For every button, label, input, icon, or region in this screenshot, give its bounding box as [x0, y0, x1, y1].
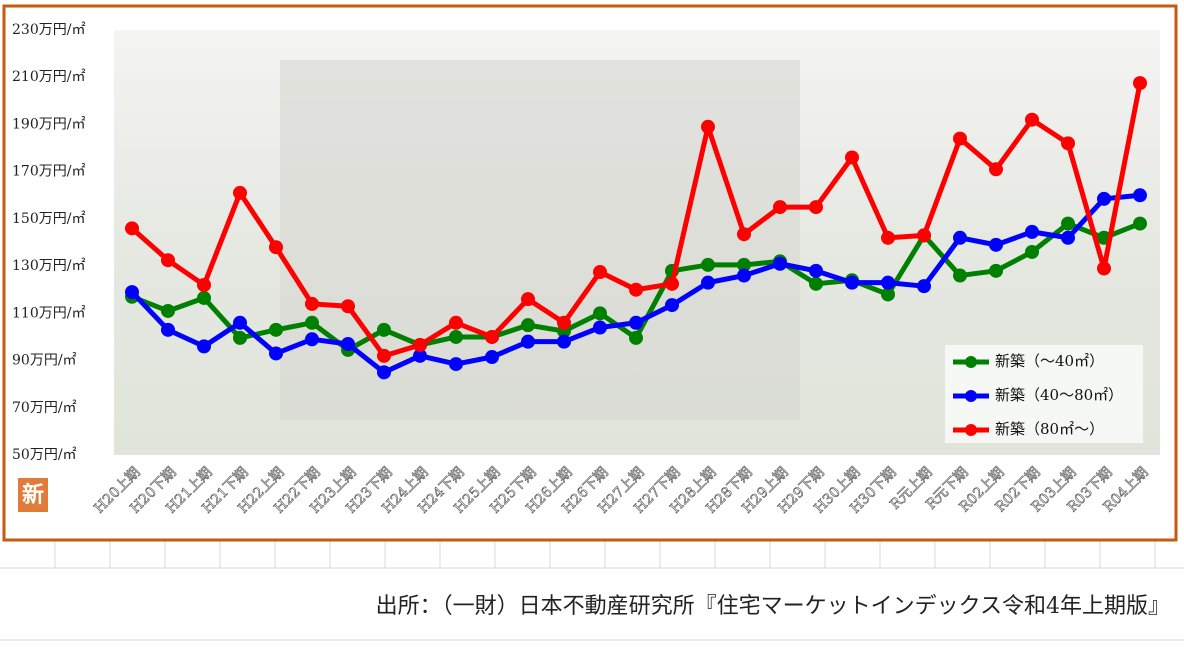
data-point [701, 257, 715, 272]
data-point [881, 287, 895, 302]
data-point [413, 348, 427, 363]
data-point [197, 339, 211, 354]
data-point [269, 240, 283, 255]
data-point [773, 256, 787, 271]
data-point [1025, 224, 1039, 239]
data-point [1061, 216, 1075, 231]
data-point [125, 221, 139, 236]
data-point [197, 278, 211, 292]
data-point [197, 290, 211, 305]
data-point [845, 150, 859, 165]
legend-label: 新築（～40㎡） [995, 352, 1104, 370]
data-point [953, 230, 967, 245]
data-point [737, 257, 751, 272]
data-point [305, 332, 319, 347]
y-tick-label: 50万円/㎡ [12, 447, 77, 463]
y-tick-label: 190万円/㎡ [12, 116, 85, 132]
data-point [629, 330, 643, 345]
data-point [1133, 216, 1147, 231]
data-point [665, 298, 679, 313]
data-point [1025, 112, 1039, 127]
badge: 新 [22, 482, 44, 508]
data-point [125, 285, 139, 300]
data-point [881, 230, 895, 245]
data-point [809, 276, 823, 291]
data-point [881, 275, 895, 290]
data-point [701, 275, 715, 290]
data-point [485, 329, 499, 344]
data-point [989, 162, 1003, 177]
data-point [305, 296, 319, 311]
data-point [521, 318, 535, 333]
data-point [161, 322, 175, 337]
data-point [1097, 191, 1111, 206]
data-point [1133, 76, 1147, 91]
source: 出所：（一財）日本不動産研究所『住宅マーケットインデックス令和4年上期版』 [376, 594, 1170, 619]
building [280, 60, 800, 420]
data-point [377, 322, 391, 337]
data-point [809, 263, 823, 278]
data-point [593, 306, 607, 321]
legend-label: 新築（80㎡～） [995, 420, 1104, 438]
data-point [917, 228, 931, 243]
data-point [521, 334, 535, 349]
data-point [557, 334, 571, 349]
data-point [593, 265, 607, 280]
badge-box [18, 478, 48, 512]
y-tick-label: 170万円/㎡ [12, 164, 85, 180]
data-point [341, 337, 355, 352]
data-point [1061, 136, 1075, 151]
data-point [485, 350, 499, 365]
data-point [629, 315, 643, 330]
data-point [701, 119, 715, 134]
y-tick-label: 150万円/㎡ [12, 211, 85, 227]
y-tick-label: 110万円/㎡ [12, 305, 85, 321]
legend-label: 新築（40～80㎡） [995, 386, 1123, 404]
data-point [773, 200, 787, 215]
data-point [449, 329, 463, 344]
data-point [449, 357, 463, 372]
data-point [521, 292, 535, 307]
data-point [1097, 261, 1111, 276]
data-point [557, 315, 571, 330]
legend-marker [965, 356, 977, 368]
data-point [233, 315, 247, 330]
data-point [305, 315, 319, 330]
data-point [233, 185, 247, 200]
data-point [269, 346, 283, 361]
data-point [161, 303, 175, 318]
data-point [341, 299, 355, 314]
data-point [377, 365, 391, 380]
data-point [989, 263, 1003, 278]
data-point [737, 268, 751, 283]
data-point [161, 253, 175, 268]
data-point [629, 282, 643, 297]
legend-marker [965, 424, 977, 436]
legend-marker [965, 390, 977, 402]
data-point [845, 275, 859, 290]
data-point [1061, 230, 1075, 245]
data-point [593, 320, 607, 335]
data-point [809, 200, 823, 215]
data-point [737, 227, 751, 242]
data-point [953, 268, 967, 283]
data-point [413, 337, 427, 352]
sheet-grid [0, 540, 1184, 641]
data-point [917, 279, 931, 294]
y-tick-label: 130万円/㎡ [12, 258, 85, 274]
y-tick-label: 70万円/㎡ [12, 400, 77, 416]
data-point [953, 131, 967, 146]
y-tick-label: 90万円/㎡ [12, 353, 77, 369]
data-point [1133, 188, 1147, 203]
data-point [269, 322, 283, 337]
data-point [233, 330, 247, 345]
data-point [1025, 244, 1039, 259]
y-tick-label: 230万円/㎡ [12, 22, 85, 38]
data-point [989, 237, 1003, 252]
y-tick-label: 210万円/㎡ [12, 69, 85, 85]
data-point [377, 348, 391, 363]
data-point [665, 276, 679, 291]
data-point [449, 315, 463, 330]
